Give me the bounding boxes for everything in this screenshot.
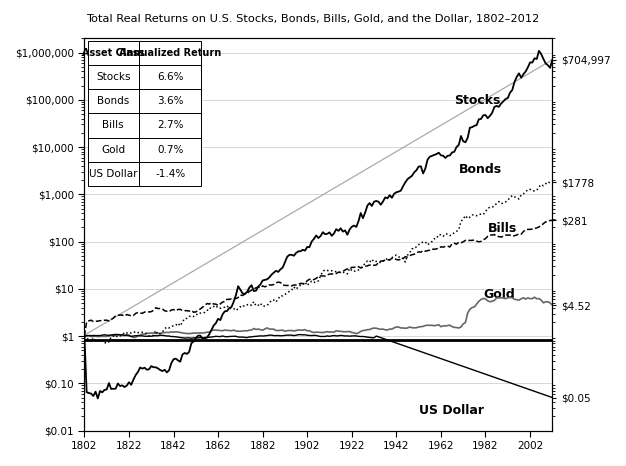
Text: 0.7%: 0.7% bbox=[157, 144, 183, 155]
Text: Bills: Bills bbox=[103, 120, 124, 130]
Text: Annualized Return: Annualized Return bbox=[119, 48, 222, 58]
Text: 2.7%: 2.7% bbox=[157, 120, 183, 130]
Text: Bonds: Bonds bbox=[459, 163, 502, 176]
Text: 6.6%: 6.6% bbox=[157, 72, 183, 82]
Text: Asset Class: Asset Class bbox=[82, 48, 145, 58]
Text: Stocks: Stocks bbox=[454, 94, 501, 107]
Text: US Dollar: US Dollar bbox=[419, 404, 484, 418]
Text: 3.6%: 3.6% bbox=[157, 96, 183, 106]
Text: Stocks: Stocks bbox=[96, 72, 130, 82]
Text: Bills: Bills bbox=[488, 222, 517, 235]
Text: -1.4%: -1.4% bbox=[155, 169, 185, 179]
Text: Gold: Gold bbox=[483, 288, 515, 301]
Text: Total Real Returns on U.S. Stocks, Bonds, Bills, Gold, and the Dollar, 1802–2012: Total Real Returns on U.S. Stocks, Bonds… bbox=[86, 14, 540, 24]
Text: US Dollar: US Dollar bbox=[89, 169, 138, 179]
Text: Gold: Gold bbox=[101, 144, 125, 155]
Text: Bonds: Bonds bbox=[97, 96, 130, 106]
